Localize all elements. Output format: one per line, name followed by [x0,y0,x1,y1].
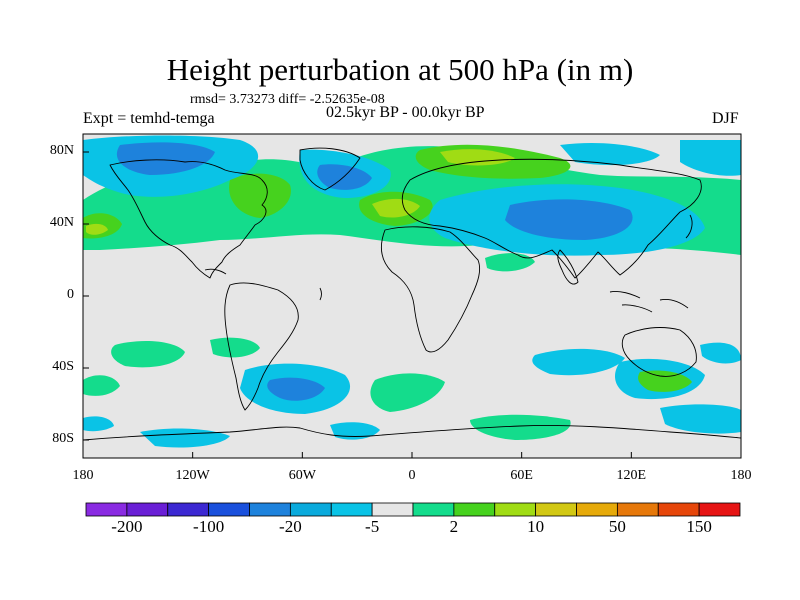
colorbar-box [249,502,291,517]
x-tick-label: 180 [730,468,752,483]
anomaly-patch [210,337,260,358]
coastline-india [557,249,579,285]
anomaly-patch [317,164,372,190]
anomaly-patch [372,198,420,218]
x-tick-label: 180 [72,468,94,483]
colorbar-box [616,502,659,517]
stats-line: rmsd= 3.73273 diff= -2.52635e-08 [190,92,385,107]
anomaly-patch [267,377,325,401]
x-tick-label: 120E [616,468,647,483]
colorbar-box [126,502,169,517]
anomaly-patch [370,373,445,412]
coastline-north-america [109,159,268,279]
colorbar-label: 50 [608,517,626,536]
y-tick-label: 80N [49,143,74,158]
colorbar-box [535,502,577,517]
anomaly-patch [330,422,380,440]
season-label: DJF [712,110,739,127]
coastline-islands [609,291,689,313]
y-tick-label: 40S [52,359,74,374]
anomaly-patch [111,340,185,368]
x-tick-label: 60E [510,468,533,483]
y-tick-label: 80S [52,431,74,446]
anomaly-field [83,135,741,448]
coastline-eurasia [401,158,702,279]
x-tick-label: 120W [175,468,210,483]
coastlines [83,147,741,441]
anomaly-patch [83,416,114,432]
colorbar-box [453,502,496,517]
colorbar-box [208,502,250,517]
colorbar-box [494,502,537,517]
coastline-misc [204,214,693,301]
anomaly-patch [116,142,215,175]
map-title: Height perturbation at 500 hPa (in m) [166,52,634,87]
x-tick-label: 0 [408,468,416,483]
anomaly-patch [86,223,108,235]
colorbar-box [371,502,414,517]
colorbar-label: -200 [111,517,143,536]
anomaly-patch [638,370,692,392]
coastline-south-america [224,282,299,411]
colorbar-label: 2 [449,517,459,536]
colorbar-label: -100 [193,517,225,536]
colorbar-box [698,502,741,517]
anomaly-patch [680,140,741,176]
anomaly-patch [560,143,660,166]
anomaly-patch [660,404,741,434]
coastline-africa [381,226,481,353]
coastline-antarctica [83,425,741,441]
colorbar-box [330,502,373,517]
colorbar-box [289,502,332,517]
coastline-australia [621,327,697,377]
x-tick-label: 60W [288,468,316,483]
anomaly-patch [700,342,741,364]
y-tick-label: 40N [49,215,74,230]
anomaly-patch [505,199,633,240]
y-tick-label: 0 [67,287,74,302]
coastline-greenland [299,147,361,191]
anomaly-patch [532,348,625,376]
colorbar-box [85,502,128,517]
axis-ticks [82,151,742,458]
anomaly-patch [470,414,571,440]
colorbar-box [412,502,455,517]
colorbar-label: 150 [686,517,712,536]
colorbar-label: 10 [527,517,545,536]
colorbar-label: -5 [365,517,380,536]
experiment-label: Expt = temhd-temga [83,110,215,127]
period-label: 02.5kyr BP - 00.0kyr BP [326,104,485,121]
anomaly-patch [440,149,515,166]
colorbar-label: -20 [279,517,302,536]
colorbar-box [657,502,700,517]
anomaly-patch [83,375,120,396]
colorbar-box [167,502,210,517]
colorbar-box [576,502,618,517]
anomaly-patch [229,173,291,218]
